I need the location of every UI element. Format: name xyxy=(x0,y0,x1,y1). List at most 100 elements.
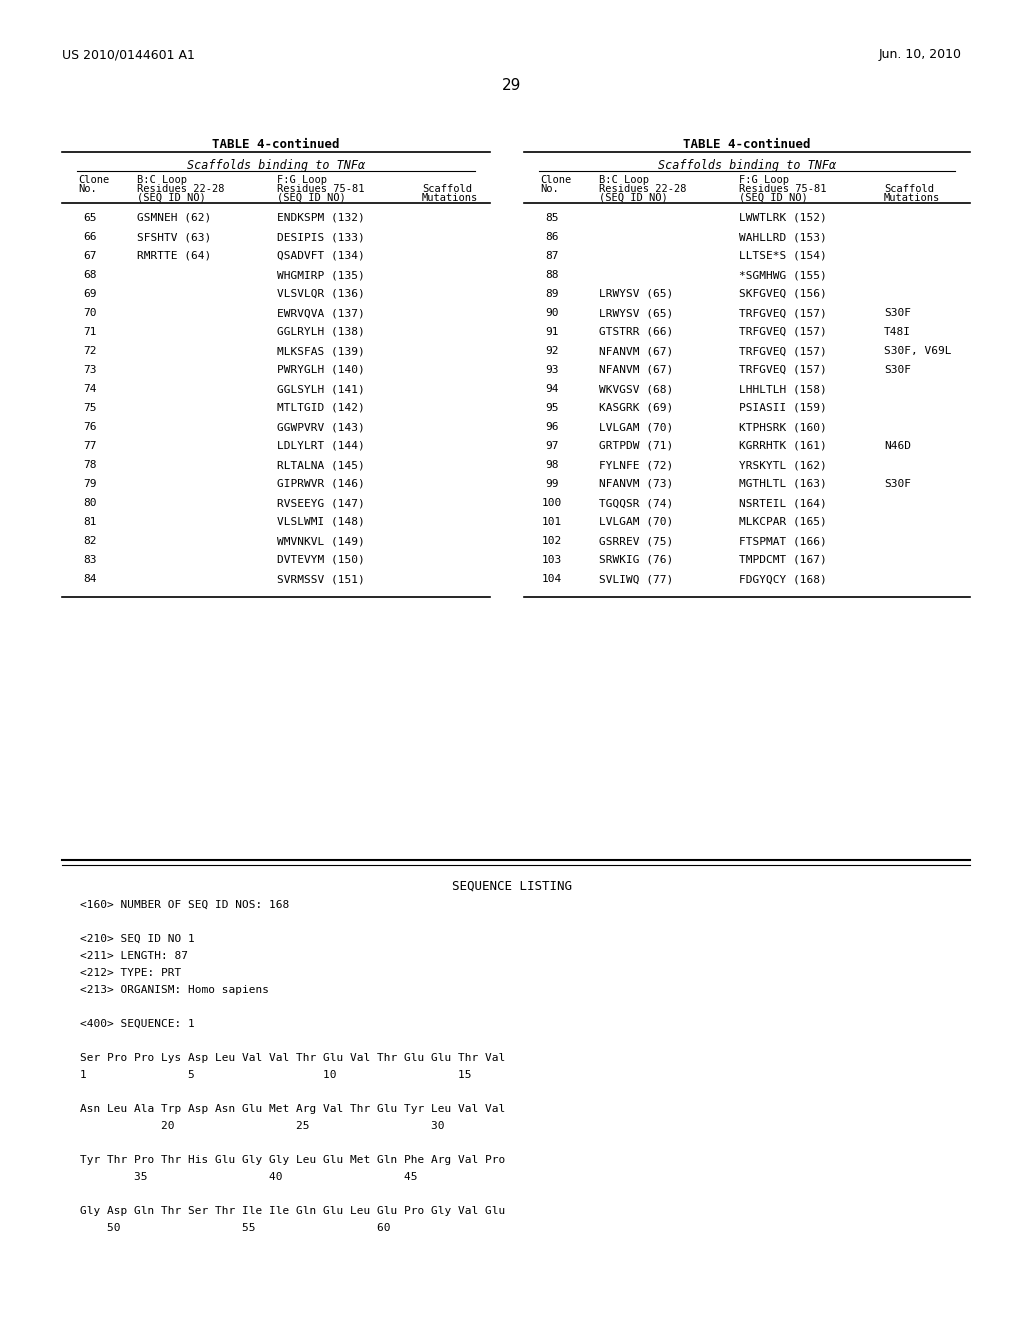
Text: SRWKIG (76): SRWKIG (76) xyxy=(599,554,673,565)
Text: 66: 66 xyxy=(83,232,96,242)
Text: 91: 91 xyxy=(545,327,559,337)
Text: GRTPDW (71): GRTPDW (71) xyxy=(599,441,673,451)
Text: TMPDCMT (167): TMPDCMT (167) xyxy=(739,554,826,565)
Text: KASGRK (69): KASGRK (69) xyxy=(599,403,673,413)
Text: TRFGVEQ (157): TRFGVEQ (157) xyxy=(739,327,826,337)
Text: 69: 69 xyxy=(83,289,96,300)
Text: 78: 78 xyxy=(83,459,96,470)
Text: F:G Loop: F:G Loop xyxy=(739,176,790,185)
Text: WHGMIRP (135): WHGMIRP (135) xyxy=(278,271,365,280)
Text: Gly Asp Gln Thr Ser Thr Ile Ile Gln Glu Leu Glu Pro Gly Val Glu: Gly Asp Gln Thr Ser Thr Ile Ile Gln Glu … xyxy=(80,1206,505,1216)
Text: 87: 87 xyxy=(545,251,559,261)
Text: NFANVM (73): NFANVM (73) xyxy=(599,479,673,488)
Text: <210> SEQ ID NO 1: <210> SEQ ID NO 1 xyxy=(80,935,195,944)
Text: Residues 22-28: Residues 22-28 xyxy=(599,183,686,194)
Text: SKFGVEQ (156): SKFGVEQ (156) xyxy=(739,289,826,300)
Text: Residues 22-28: Residues 22-28 xyxy=(137,183,224,194)
Text: (SEQ ID NO): (SEQ ID NO) xyxy=(739,193,808,203)
Text: (SEQ ID NO): (SEQ ID NO) xyxy=(599,193,668,203)
Text: (SEQ ID NO): (SEQ ID NO) xyxy=(137,193,206,203)
Text: FTSPMAT (166): FTSPMAT (166) xyxy=(739,536,826,546)
Text: RLTALNA (145): RLTALNA (145) xyxy=(278,459,365,470)
Text: KGRRHTK (161): KGRRHTK (161) xyxy=(739,441,826,451)
Text: T48I: T48I xyxy=(884,327,911,337)
Text: TRFGVEQ (157): TRFGVEQ (157) xyxy=(739,346,826,356)
Text: FYLNFE (72): FYLNFE (72) xyxy=(599,459,673,470)
Text: 1               5                   10                  15: 1 5 10 15 xyxy=(80,1071,471,1080)
Text: 76: 76 xyxy=(83,422,96,432)
Text: <213> ORGANISM: Homo sapiens: <213> ORGANISM: Homo sapiens xyxy=(80,985,269,995)
Text: LVLGAM (70): LVLGAM (70) xyxy=(599,422,673,432)
Text: PWRYGLH (140): PWRYGLH (140) xyxy=(278,366,365,375)
Text: TRFGVEQ (157): TRFGVEQ (157) xyxy=(739,308,826,318)
Text: TABLE 4-continued: TABLE 4-continued xyxy=(683,139,811,150)
Text: MTLTGID (142): MTLTGID (142) xyxy=(278,403,365,413)
Text: 101: 101 xyxy=(542,517,562,527)
Text: 80: 80 xyxy=(83,498,96,508)
Text: Scaffold: Scaffold xyxy=(422,183,472,194)
Text: 99: 99 xyxy=(545,479,559,488)
Text: *SGMHWG (155): *SGMHWG (155) xyxy=(739,271,826,280)
Text: 97: 97 xyxy=(545,441,559,451)
Text: 75: 75 xyxy=(83,403,96,413)
Text: ENDKSPM (132): ENDKSPM (132) xyxy=(278,213,365,223)
Text: 98: 98 xyxy=(545,459,559,470)
Text: Residues 75-81: Residues 75-81 xyxy=(739,183,826,194)
Text: 83: 83 xyxy=(83,554,96,565)
Text: <211> LENGTH: 87: <211> LENGTH: 87 xyxy=(80,950,188,961)
Text: 85: 85 xyxy=(545,213,559,223)
Text: 35                  40                  45: 35 40 45 xyxy=(80,1172,418,1181)
Text: 103: 103 xyxy=(542,554,562,565)
Text: <160> NUMBER OF SEQ ID NOS: 168: <160> NUMBER OF SEQ ID NOS: 168 xyxy=(80,900,289,909)
Text: DESIPIS (133): DESIPIS (133) xyxy=(278,232,365,242)
Text: TRFGVEQ (157): TRFGVEQ (157) xyxy=(739,366,826,375)
Text: Scaffolds binding to TNFα: Scaffolds binding to TNFα xyxy=(187,158,366,172)
Text: GGWPVRV (143): GGWPVRV (143) xyxy=(278,422,365,432)
Text: Scaffolds binding to TNFα: Scaffolds binding to TNFα xyxy=(658,158,836,172)
Text: N46D: N46D xyxy=(884,441,911,451)
Text: 102: 102 xyxy=(542,536,562,546)
Text: Clone: Clone xyxy=(78,176,110,185)
Text: <212> TYPE: PRT: <212> TYPE: PRT xyxy=(80,968,181,978)
Text: 90: 90 xyxy=(545,308,559,318)
Text: KTPHSRK (160): KTPHSRK (160) xyxy=(739,422,826,432)
Text: MLKSFAS (139): MLKSFAS (139) xyxy=(278,346,365,356)
Text: LHHLTLH (158): LHHLTLH (158) xyxy=(739,384,826,393)
Text: 68: 68 xyxy=(83,271,96,280)
Text: Tyr Thr Pro Thr His Glu Gly Gly Leu Glu Met Gln Phe Arg Val Pro: Tyr Thr Pro Thr His Glu Gly Gly Leu Glu … xyxy=(80,1155,505,1166)
Text: B:C Loop: B:C Loop xyxy=(599,176,649,185)
Text: LWWTLRK (152): LWWTLRK (152) xyxy=(739,213,826,223)
Text: GSRREV (75): GSRREV (75) xyxy=(599,536,673,546)
Text: SVRMSSV (151): SVRMSSV (151) xyxy=(278,574,365,583)
Text: RMRTTE (64): RMRTTE (64) xyxy=(137,251,211,261)
Text: US 2010/0144601 A1: US 2010/0144601 A1 xyxy=(62,48,195,61)
Text: LRWYSV (65): LRWYSV (65) xyxy=(599,308,673,318)
Text: S30F: S30F xyxy=(884,308,911,318)
Text: FDGYQCY (168): FDGYQCY (168) xyxy=(739,574,826,583)
Text: 86: 86 xyxy=(545,232,559,242)
Text: 77: 77 xyxy=(83,441,96,451)
Text: 20                  25                  30: 20 25 30 xyxy=(80,1121,444,1131)
Text: 70: 70 xyxy=(83,308,96,318)
Text: No.: No. xyxy=(540,183,559,194)
Text: YRSKYTL (162): YRSKYTL (162) xyxy=(739,459,826,470)
Text: 65: 65 xyxy=(83,213,96,223)
Text: GIPRWVR (146): GIPRWVR (146) xyxy=(278,479,365,488)
Text: LDLYLRT (144): LDLYLRT (144) xyxy=(278,441,365,451)
Text: Jun. 10, 2010: Jun. 10, 2010 xyxy=(879,48,962,61)
Text: GGLSYLH (141): GGLSYLH (141) xyxy=(278,384,365,393)
Text: WAHLLRD (153): WAHLLRD (153) xyxy=(739,232,826,242)
Text: 73: 73 xyxy=(83,366,96,375)
Text: 93: 93 xyxy=(545,366,559,375)
Text: TABLE 4-continued: TABLE 4-continued xyxy=(212,139,340,150)
Text: QSADVFT (134): QSADVFT (134) xyxy=(278,251,365,261)
Text: NFANVM (67): NFANVM (67) xyxy=(599,366,673,375)
Text: EWRVQVA (137): EWRVQVA (137) xyxy=(278,308,365,318)
Text: 29: 29 xyxy=(503,78,521,92)
Text: (SEQ ID NO): (SEQ ID NO) xyxy=(278,193,346,203)
Text: S30F, V69L: S30F, V69L xyxy=(884,346,951,356)
Text: PSIASII (159): PSIASII (159) xyxy=(739,403,826,413)
Text: LVLGAM (70): LVLGAM (70) xyxy=(599,517,673,527)
Text: NFANVM (67): NFANVM (67) xyxy=(599,346,673,356)
Text: 88: 88 xyxy=(545,271,559,280)
